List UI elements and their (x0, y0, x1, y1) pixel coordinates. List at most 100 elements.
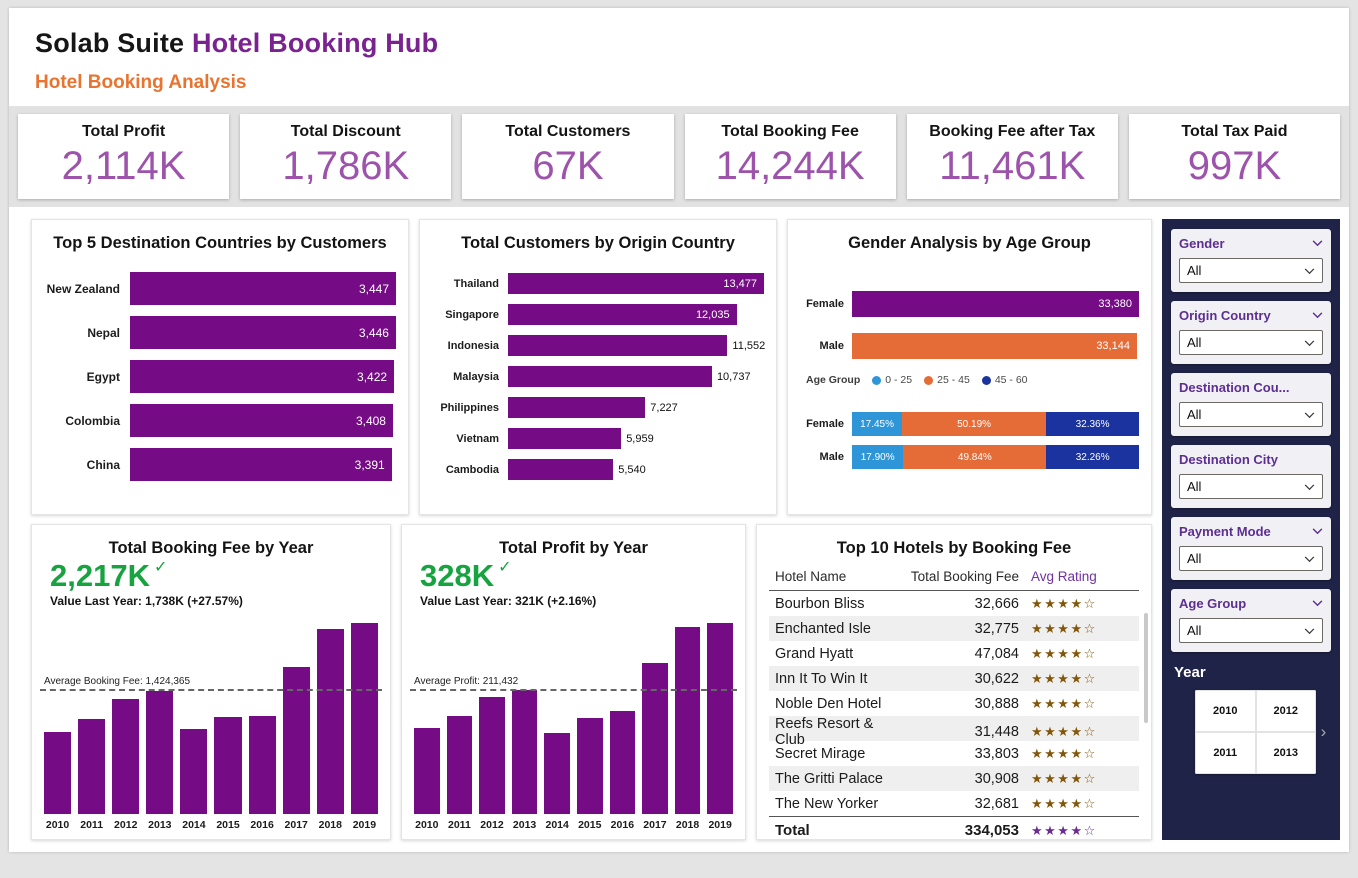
table-row[interactable]: Bourbon Bliss 32,666 ★★★★☆ (769, 591, 1139, 616)
column-header-booking-fee[interactable]: Total Booking Fee (910, 569, 1019, 584)
year-button-2012[interactable]: 2012 (1255, 690, 1316, 732)
column-slot (146, 616, 174, 814)
bar-track: 3,422 (130, 360, 396, 393)
hotel-name-cell: The New Yorker (775, 795, 879, 812)
rating-cell: ★★★★☆ (1019, 724, 1135, 740)
filter-header[interactable]: Age Group (1179, 596, 1323, 611)
destination-country-dropdown[interactable]: All (1179, 402, 1323, 427)
data-bar[interactable]: 33,144 (852, 333, 1137, 359)
destination-city-dropdown[interactable]: All (1179, 474, 1323, 499)
stacked-segment[interactable]: 49.84% (903, 445, 1047, 469)
column-slot (112, 616, 140, 814)
data-bar[interactable] (214, 717, 242, 814)
data-bar[interactable] (609, 711, 636, 814)
star-rating-icon: ★★★★☆ (1031, 620, 1097, 636)
bar-track: 33,144 (852, 333, 1139, 359)
bar-row: Thailand 13,477 (432, 273, 764, 294)
data-bar[interactable] (316, 628, 344, 814)
table-row[interactable]: Secret Mirage 33,803 ★★★★☆ (769, 741, 1139, 766)
data-bar[interactable]: 3,446 (130, 316, 396, 349)
data-bar[interactable] (146, 691, 174, 814)
stacked-segment[interactable]: 50.19% (902, 412, 1047, 436)
year-button-2013[interactable]: 2013 (1255, 732, 1316, 774)
bar-value-label: 33,380 (1098, 298, 1132, 310)
data-bar[interactable] (707, 622, 733, 814)
age-group-dropdown[interactable]: All (1179, 618, 1323, 643)
chevron-down-icon[interactable] (1312, 528, 1323, 535)
stacked-segment[interactable]: 32.36% (1046, 412, 1139, 436)
chevron-down-icon[interactable] (1312, 240, 1323, 247)
stacked-segment[interactable]: 17.90% (852, 445, 904, 469)
chevron-down-icon[interactable] (1312, 600, 1323, 607)
data-bar[interactable] (642, 663, 668, 814)
data-bar[interactable]: 3,391 (130, 448, 392, 481)
year-next-chevron-icon[interactable]: › (1320, 722, 1327, 741)
table-row[interactable]: Enchanted Isle 32,775 ★★★★☆ (769, 616, 1139, 641)
average-line (410, 688, 737, 691)
table-row[interactable]: Inn It To Win It 30,622 ★★★★☆ (769, 666, 1139, 691)
data-bar[interactable] (508, 397, 646, 418)
data-bar[interactable] (112, 699, 140, 814)
category-label: Cambodia (445, 463, 499, 476)
filter-card-age-group: Age Group All (1171, 589, 1331, 652)
payment-mode-dropdown[interactable]: All (1179, 546, 1323, 571)
data-bar[interactable]: 12,035 (508, 304, 737, 325)
data-bar[interactable]: 3,422 (130, 360, 395, 393)
data-bar[interactable]: 33,380 (852, 291, 1139, 317)
data-bar[interactable] (479, 697, 505, 814)
filter-header[interactable]: Origin Country (1179, 308, 1323, 323)
filter-card-payment-mode: Payment Mode All (1171, 517, 1331, 580)
profit-column-chart: Average Profit: 211,432 2010 2011 2012 2013 2… (410, 616, 737, 831)
data-bar[interactable] (414, 727, 440, 814)
data-bar[interactable] (78, 719, 106, 814)
year-button-2010[interactable]: 2010 (1195, 690, 1256, 732)
data-bar[interactable] (544, 732, 570, 814)
data-bar[interactable] (350, 622, 378, 814)
data-bar[interactable]: 3,408 (130, 404, 393, 437)
table-row[interactable]: Grand Hyatt 47,084 ★★★★☆ (769, 641, 1139, 666)
data-bar[interactable] (446, 715, 473, 814)
data-bar[interactable] (508, 366, 712, 387)
legend-item[interactable]: 0 - 25 (872, 374, 912, 386)
filter-header[interactable]: Gender (1179, 236, 1323, 251)
data-bar[interactable] (44, 732, 72, 814)
year-button-2011[interactable]: 2011 (1195, 732, 1256, 774)
kpi-label: Total Profit (81, 123, 166, 140)
year-filter: Year 2010 2012 2011 2013 › (1171, 661, 1331, 774)
table-row[interactable]: The Gritti Palace 30,908 ★★★★☆ (769, 766, 1139, 791)
data-bar[interactable]: 3,447 (130, 272, 396, 305)
table-row[interactable]: Noble Den Hotel 30,888 ★★★★☆ (769, 691, 1139, 716)
data-bar[interactable] (508, 459, 614, 480)
filter-header[interactable]: Destination Cou... (1179, 380, 1323, 395)
data-bar[interactable] (282, 667, 310, 814)
table-row[interactable]: Reefs Resort & Club 31,448 ★★★★☆ (769, 716, 1139, 748)
star-rating-icon: ★★★★☆ (1031, 595, 1097, 611)
gender-dropdown[interactable]: All (1179, 258, 1323, 283)
filter-header[interactable]: Destination City (1179, 452, 1323, 467)
data-bar[interactable] (674, 626, 701, 814)
stacked-bar-row: Female 17.45% 50.19% 32.36% (800, 412, 1139, 436)
table-header-row: Hotel Name Total Booking Fee Avg Rating (769, 567, 1139, 591)
year-grid: 2010 2012 2011 2013 (1195, 690, 1316, 774)
column-header-hotel-name[interactable]: Hotel Name (775, 569, 847, 584)
x-axis-label: 2014 (545, 819, 569, 831)
data-bar[interactable] (508, 428, 622, 449)
column-header-avg-rating[interactable]: Avg Rating (1031, 569, 1097, 584)
data-bar[interactable] (180, 729, 208, 814)
table-scrollbar[interactable] (1144, 613, 1148, 723)
data-bar[interactable] (511, 690, 538, 814)
charts-area: Top 5 Destination Countries by Customers… (31, 219, 1152, 840)
data-bar[interactable] (248, 715, 276, 814)
data-bar[interactable] (508, 335, 728, 356)
x-axis-label: 2017 (643, 819, 667, 831)
chevron-down-icon[interactable] (1312, 312, 1323, 319)
stacked-segment[interactable]: 17.45% (852, 412, 903, 436)
legend-item[interactable]: 45 - 60 (981, 374, 1028, 386)
legend-item[interactable]: 25 - 45 (924, 374, 970, 386)
filter-header[interactable]: Payment Mode (1179, 524, 1323, 539)
stacked-segment[interactable]: 32.26% (1046, 445, 1139, 469)
data-bar[interactable]: 13,477 (508, 273, 764, 294)
data-bar[interactable] (576, 717, 603, 814)
table-row[interactable]: The New Yorker 32,681 ★★★★☆ (769, 791, 1139, 816)
origin-country-dropdown[interactable]: All (1179, 330, 1323, 355)
